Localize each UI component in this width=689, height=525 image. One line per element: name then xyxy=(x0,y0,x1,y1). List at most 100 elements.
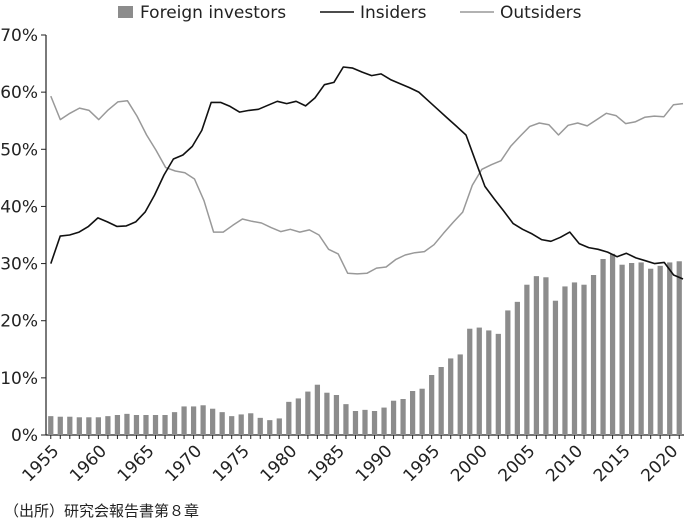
bar xyxy=(476,327,482,435)
source-note: （出所）研究会報告書第８章 xyxy=(4,502,200,520)
legend-label-foreign-investors: Foreign investors xyxy=(140,3,286,23)
x-tick-label: 1955 xyxy=(19,441,64,486)
y-tick-label: 50% xyxy=(0,140,38,160)
bar xyxy=(57,416,63,435)
bar xyxy=(314,384,321,435)
bar xyxy=(590,275,597,435)
x-tick-label: 1975 xyxy=(209,441,254,486)
bar xyxy=(467,328,473,435)
bar xyxy=(67,416,73,435)
bar xyxy=(76,417,82,435)
y-tick-label: 40% xyxy=(0,197,38,217)
bar xyxy=(86,417,92,435)
x-tick-label: 1995 xyxy=(399,441,444,486)
legend: Foreign investors Insiders Outsiders xyxy=(118,3,582,23)
bar xyxy=(352,411,359,435)
legend-label-outsiders: Outsiders xyxy=(500,3,582,23)
bar xyxy=(648,268,654,435)
line-series xyxy=(50,66,684,280)
bar xyxy=(48,416,54,435)
bar xyxy=(200,405,206,435)
bar xyxy=(143,415,149,435)
bar xyxy=(95,417,101,435)
bar xyxy=(124,413,130,435)
bar xyxy=(238,414,244,435)
bar xyxy=(162,415,168,435)
bar xyxy=(324,392,330,435)
bar xyxy=(305,391,311,435)
chart: 0%10%20%30%40%50%60%70%1955 1960 1965 1970 1… xyxy=(0,3,684,486)
bar xyxy=(448,358,454,435)
line-outsiders xyxy=(50,95,684,275)
bar xyxy=(219,412,225,435)
bar xyxy=(295,398,301,435)
bar xyxy=(248,413,254,435)
bar xyxy=(457,354,463,435)
bar xyxy=(438,367,444,435)
bar xyxy=(171,412,178,435)
bar xyxy=(390,400,397,435)
y-tick-label: 0% xyxy=(11,426,38,446)
bar xyxy=(343,404,349,435)
x-tick-label: 1985 xyxy=(304,441,349,486)
bar xyxy=(362,409,368,435)
y-tick-label: 10% xyxy=(0,369,38,389)
bar xyxy=(609,253,616,435)
bar xyxy=(286,401,292,435)
bar xyxy=(229,416,235,435)
bar xyxy=(152,415,159,435)
x-tick-label: 2020 xyxy=(638,441,683,486)
bar xyxy=(486,330,492,435)
bar xyxy=(267,420,273,435)
bar xyxy=(552,300,559,435)
x-tick-label: 1980 xyxy=(257,441,302,486)
x-tick-label: 1970 xyxy=(161,441,206,486)
bar xyxy=(419,388,425,435)
x-tick-label: 2015 xyxy=(590,441,635,486)
bar xyxy=(105,416,111,435)
legend-label-insiders: Insiders xyxy=(360,3,427,23)
x-tick-label: 2005 xyxy=(495,441,540,486)
bar xyxy=(381,407,387,435)
bar xyxy=(257,417,263,435)
bar xyxy=(619,264,625,435)
bar xyxy=(409,391,416,435)
x-tick-label: 1960 xyxy=(66,441,111,486)
bar xyxy=(600,259,606,435)
x-tick-label: 2010 xyxy=(542,441,587,486)
bar xyxy=(657,265,663,435)
bar xyxy=(667,262,673,435)
bar xyxy=(571,282,578,435)
y-tick-label: 60% xyxy=(0,83,38,103)
bar xyxy=(495,333,501,435)
y-tick-label: 20% xyxy=(0,312,38,332)
bar xyxy=(629,263,635,435)
line-insiders xyxy=(50,66,684,280)
bar xyxy=(181,406,187,435)
bar xyxy=(210,408,216,435)
bar xyxy=(276,418,282,435)
bar xyxy=(581,284,587,435)
y-tick-label: 70% xyxy=(0,26,38,46)
x-tick-label: 1990 xyxy=(352,441,397,486)
bar xyxy=(429,375,435,435)
x-tick-label: 2000 xyxy=(447,441,492,486)
bar xyxy=(524,284,530,435)
bar xyxy=(533,276,540,435)
bar xyxy=(400,399,406,435)
bar-series-foreign-investors xyxy=(48,253,682,435)
bar xyxy=(676,261,682,435)
bar xyxy=(333,395,340,435)
bar xyxy=(543,277,549,435)
bar xyxy=(514,301,520,435)
bar xyxy=(505,310,511,435)
bar xyxy=(562,286,568,435)
bar xyxy=(114,415,121,435)
x-tick-label: 1965 xyxy=(114,441,159,486)
y-tick-label: 30% xyxy=(0,255,38,275)
bar xyxy=(133,415,140,435)
bar xyxy=(190,406,197,435)
bar xyxy=(371,411,378,435)
legend-swatch-foreign-investors xyxy=(118,6,133,18)
bar xyxy=(638,262,644,435)
